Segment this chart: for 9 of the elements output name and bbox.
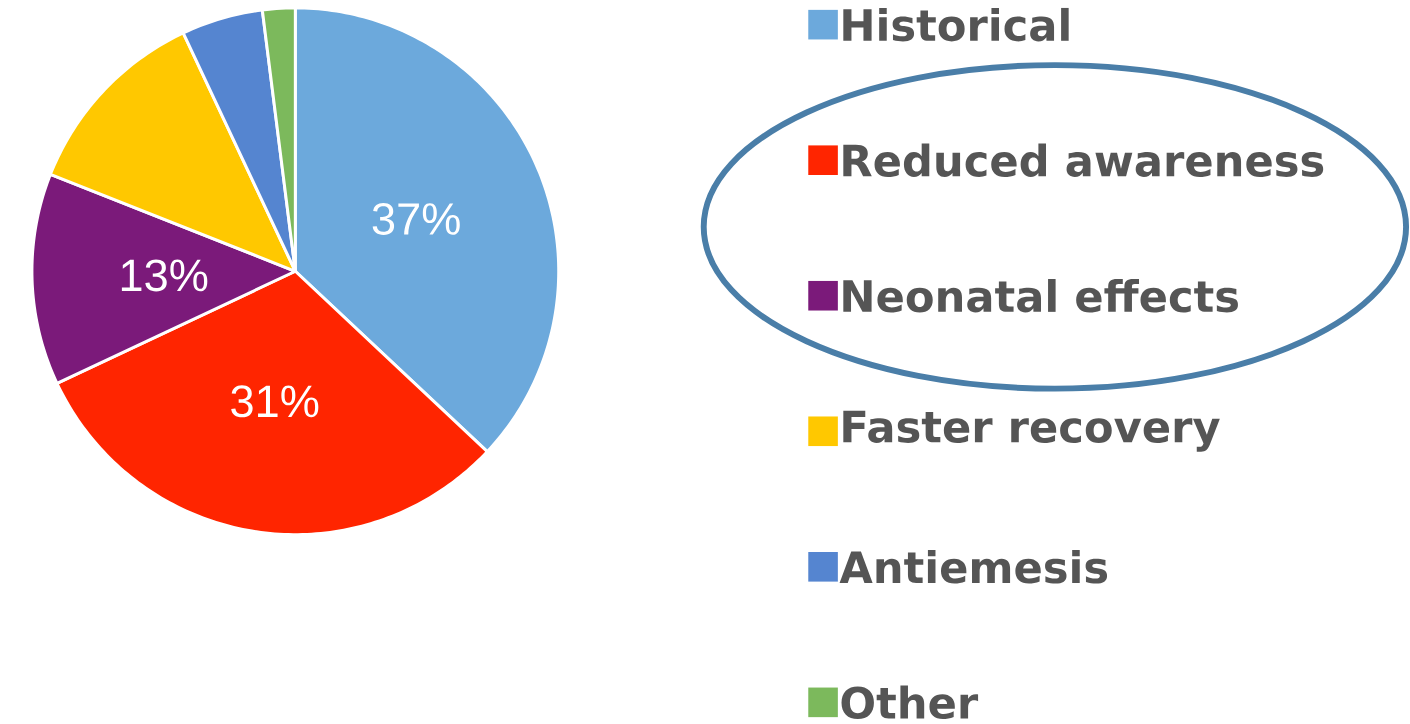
legend-label: Faster recovery (843, 410, 1220, 452)
data-label: 31% (231, 385, 319, 418)
data-label: 37% (372, 202, 460, 235)
legend-label: Neonatal effects (843, 278, 1238, 313)
legend-label: Other (841, 685, 979, 720)
data-label: 13% (121, 259, 208, 292)
legend-label: Historical (843, 7, 1069, 42)
legend-label: Reduced awareness (843, 143, 1324, 177)
legend-label: Antiemesis (839, 550, 1108, 584)
